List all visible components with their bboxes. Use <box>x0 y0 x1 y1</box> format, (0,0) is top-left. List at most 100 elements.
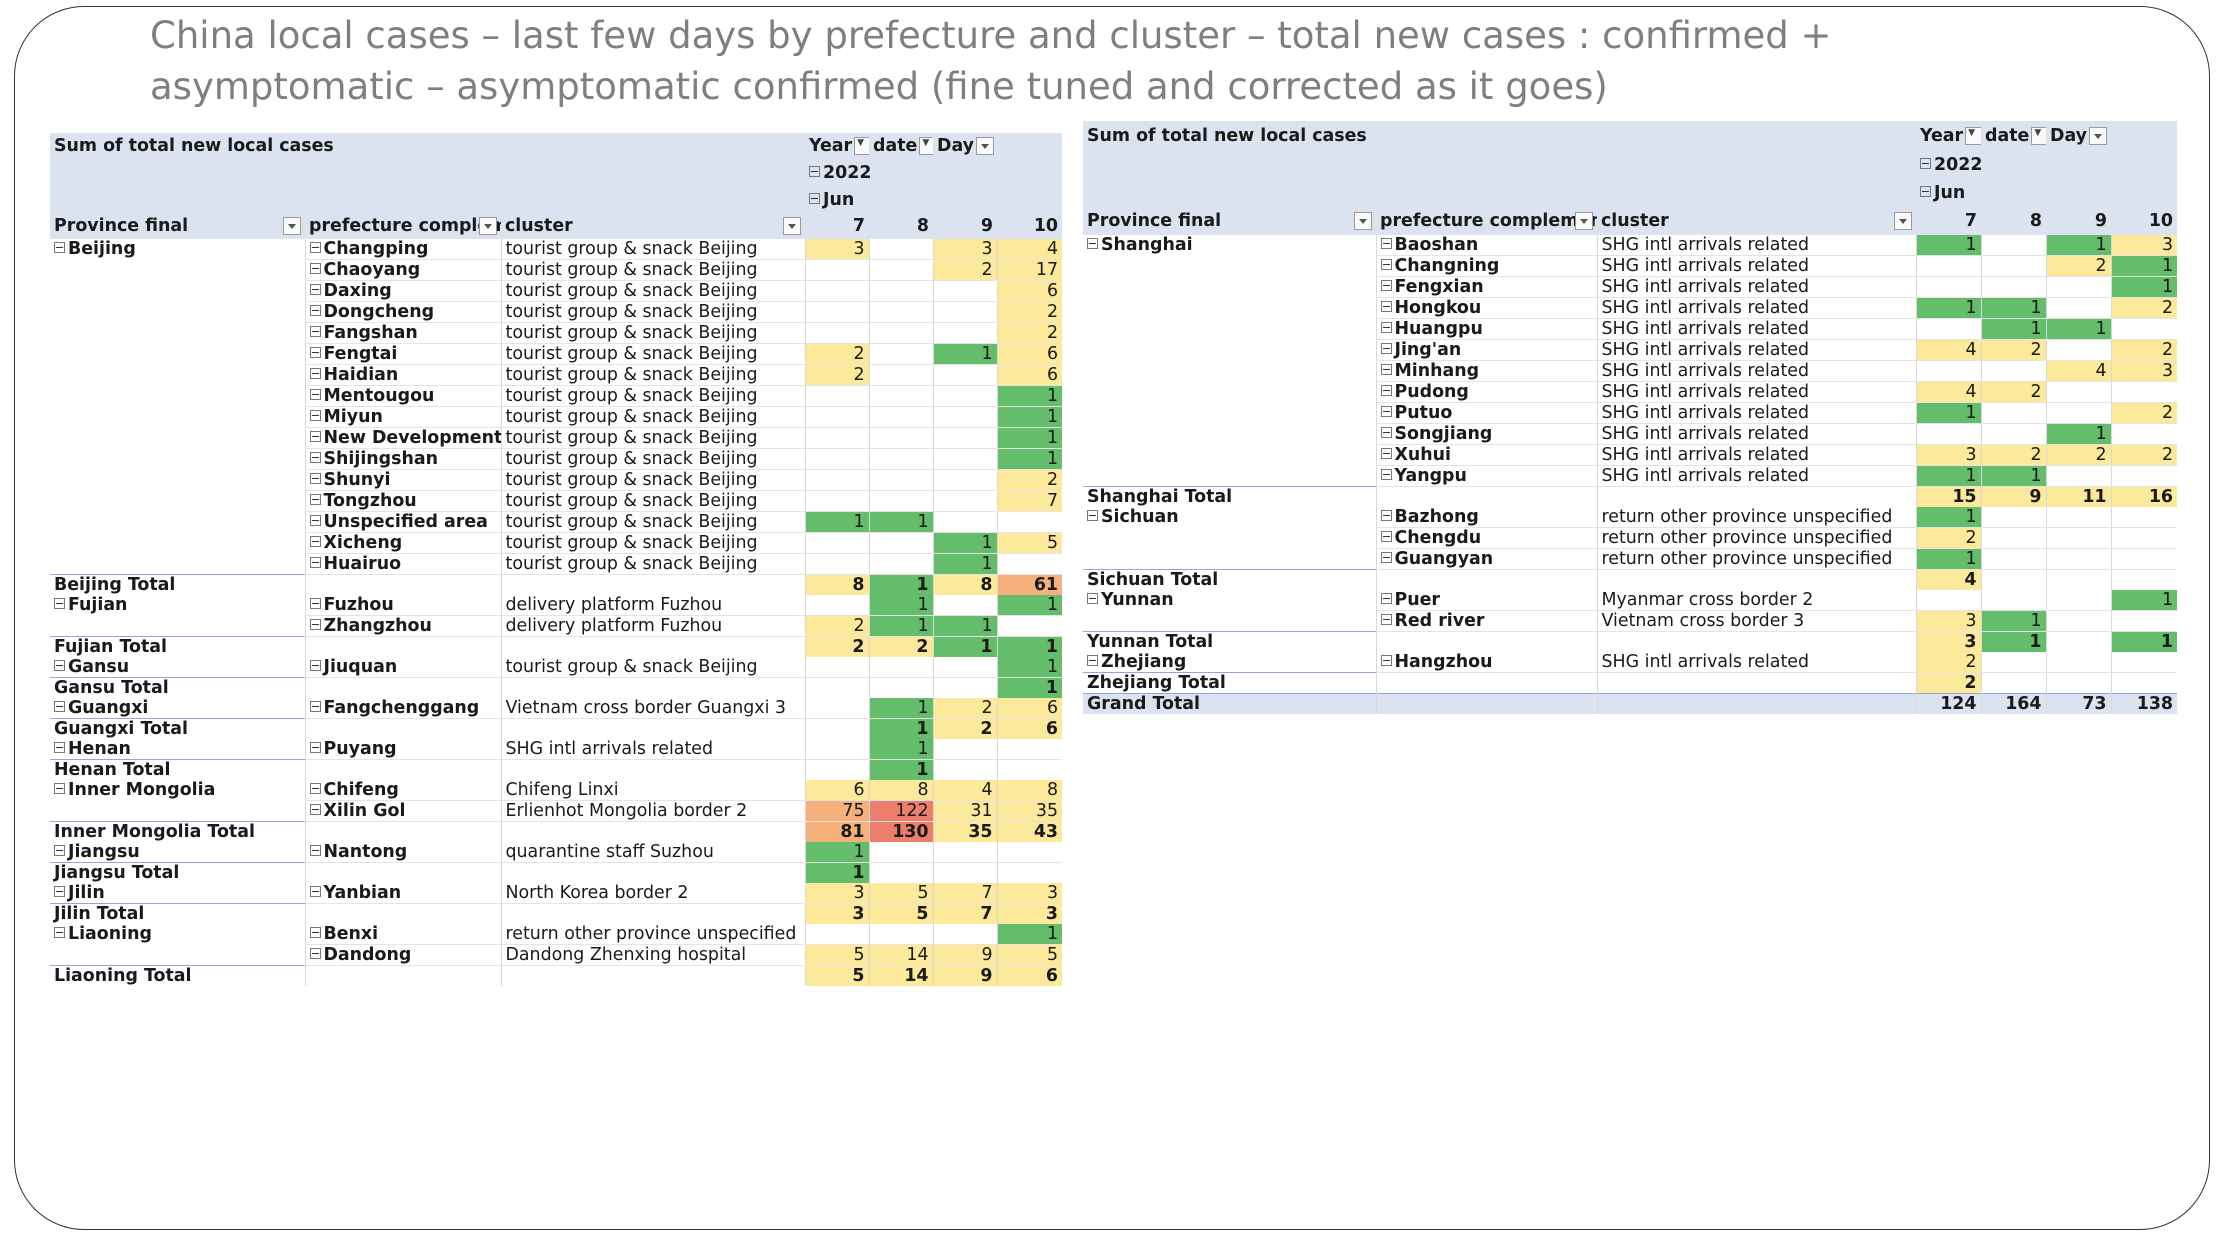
prefecture-cell[interactable]: Yangpu <box>1375 465 1597 487</box>
value-cell[interactable] <box>2045 672 2112 694</box>
prefecture-cell[interactable]: Puer <box>1375 590 1597 611</box>
value-cell[interactable]: 7 <box>996 490 1063 512</box>
value-cell[interactable]: 2 <box>2110 444 2178 466</box>
value-cell[interactable] <box>1980 402 2047 424</box>
collapse-minus-icon[interactable] <box>309 451 321 463</box>
province-cell[interactable]: Beijing <box>50 239 305 260</box>
collapse-minus-icon[interactable] <box>1380 279 1392 291</box>
collapse-minus-icon[interactable] <box>1087 509 1098 521</box>
collapse-minus-icon[interactable] <box>309 659 321 671</box>
year-header[interactable]: 2022 <box>1916 151 2178 179</box>
value-cell[interactable]: 3 <box>1915 444 1982 466</box>
value-cell[interactable] <box>996 511 1063 533</box>
value-cell[interactable]: 8 <box>996 780 1063 801</box>
filter-dropdown-icon[interactable] <box>2031 127 2047 145</box>
value-cell[interactable]: 1 <box>932 532 998 554</box>
value-cell[interactable] <box>1980 423 2047 445</box>
value-cell[interactable]: 7 <box>932 883 998 904</box>
collapse-minus-icon[interactable] <box>309 782 321 794</box>
value-cell[interactable]: 6 <box>996 343 1063 365</box>
value-cell[interactable]: 61 <box>996 574 1063 595</box>
value-cell[interactable]: 124 <box>1915 693 1982 714</box>
column-field-date[interactable]: date <box>869 133 934 159</box>
collapse-minus-icon[interactable] <box>1380 300 1392 312</box>
value-cell[interactable] <box>1915 423 1982 445</box>
prefecture-cell[interactable]: Fangchenggang <box>304 698 501 719</box>
value-cell[interactable]: 3 <box>932 239 998 260</box>
dropdown-arrow-icon[interactable] <box>1354 212 1372 230</box>
header-province[interactable]: Province final <box>1083 207 1376 235</box>
collapse-minus-icon[interactable] <box>309 514 321 526</box>
prefecture-cell[interactable]: Mentougou <box>304 385 501 407</box>
value-cell[interactable] <box>868 280 934 302</box>
value-cell[interactable]: 1 <box>868 511 934 533</box>
value-cell[interactable] <box>2110 652 2178 673</box>
value-cell[interactable] <box>2045 548 2112 570</box>
prefecture-cell[interactable]: Zhangzhou <box>304 615 501 637</box>
prefecture-cell[interactable]: Miyun <box>304 406 501 428</box>
value-cell[interactable]: 1 <box>2110 276 2178 298</box>
province-cell[interactable]: Jilin <box>50 883 305 904</box>
month-header[interactable]: Jun <box>805 187 1063 213</box>
value-cell[interactable]: 43 <box>996 821 1063 842</box>
value-cell[interactable] <box>868 862 934 883</box>
dropdown-arrow-icon[interactable] <box>976 137 994 155</box>
prefecture-cell[interactable]: Chengdu <box>1375 527 1597 549</box>
value-cell[interactable] <box>1980 360 2047 382</box>
collapse-minus-icon[interactable] <box>1380 468 1392 480</box>
collapse-minus-icon[interactable] <box>54 926 65 938</box>
value-cell[interactable]: 1 <box>868 595 934 616</box>
collapse-minus-icon[interactable] <box>309 618 321 630</box>
collapse-minus-icon[interactable] <box>309 430 321 442</box>
collapse-minus-icon[interactable] <box>309 885 321 897</box>
value-cell[interactable] <box>932 301 998 323</box>
value-cell[interactable]: 3 <box>1915 610 1982 632</box>
prefecture-cell[interactable]: Fengxian <box>1375 276 1597 298</box>
prefecture-cell[interactable]: Shijingshan <box>304 448 501 470</box>
value-cell[interactable]: 2 <box>804 615 870 637</box>
collapse-minus-icon[interactable] <box>1380 530 1392 542</box>
collapse-minus-icon[interactable] <box>309 346 321 358</box>
province-cell[interactable]: Sichuan <box>1083 507 1376 528</box>
value-cell[interactable]: 2 <box>2110 297 2178 319</box>
value-cell[interactable]: 1 <box>996 924 1063 945</box>
value-cell[interactable]: 1 <box>868 615 934 637</box>
collapse-minus-icon[interactable] <box>54 885 65 897</box>
filter-dropdown-icon[interactable] <box>854 137 870 155</box>
value-cell[interactable]: 3 <box>804 883 870 904</box>
value-cell[interactable] <box>932 657 998 678</box>
value-cell[interactable]: 1 <box>804 842 870 863</box>
value-cell[interactable] <box>2045 402 2112 424</box>
value-cell[interactable]: 9 <box>932 965 998 986</box>
value-cell[interactable] <box>868 677 934 698</box>
prefecture-cell[interactable]: Chifeng <box>304 780 501 801</box>
value-cell[interactable] <box>2110 318 2178 340</box>
value-cell[interactable] <box>2045 652 2112 673</box>
value-cell[interactable] <box>868 364 934 386</box>
value-cell[interactable]: 1 <box>932 615 998 637</box>
value-cell[interactable]: 4 <box>1915 339 1982 361</box>
value-cell[interactable] <box>1915 318 1982 340</box>
collapse-minus-icon[interactable] <box>1380 592 1392 604</box>
value-cell[interactable] <box>932 448 998 470</box>
value-cell[interactable]: 1 <box>996 657 1063 678</box>
value-cell[interactable]: 1 <box>1980 610 2047 632</box>
value-cell[interactable] <box>868 553 934 575</box>
value-cell[interactable] <box>868 532 934 554</box>
value-cell[interactable] <box>804 301 870 323</box>
collapse-minus-icon[interactable] <box>54 782 65 794</box>
collapse-minus-icon[interactable] <box>54 700 65 712</box>
collapse-minus-icon[interactable] <box>1087 237 1098 249</box>
value-cell[interactable]: 1 <box>1980 465 2047 487</box>
value-cell[interactable]: 5 <box>804 965 870 986</box>
collapse-minus-icon[interactable] <box>54 844 65 856</box>
value-cell[interactable] <box>804 553 870 575</box>
collapse-minus-icon[interactable] <box>309 926 321 938</box>
collapse-minus-icon[interactable] <box>54 241 65 253</box>
value-cell[interactable] <box>2045 297 2112 319</box>
value-cell[interactable] <box>1980 652 2047 673</box>
value-cell[interactable] <box>2045 631 2112 652</box>
collapse-minus-icon[interactable] <box>1380 405 1392 417</box>
collapse-minus-icon[interactable] <box>1380 654 1392 666</box>
value-cell[interactable]: 3 <box>1915 631 1982 652</box>
